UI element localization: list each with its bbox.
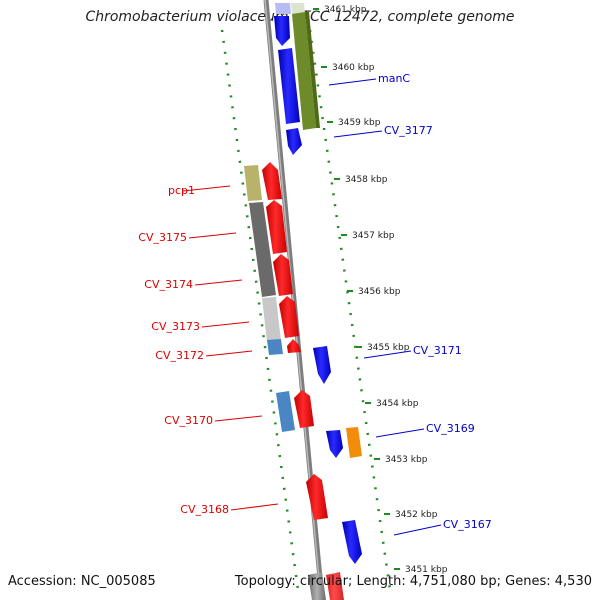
genome-stats-text: Topology: circular; Length: 4,751,080 bp…: [234, 574, 592, 589]
orange-feature: [346, 427, 362, 458]
olive-feature: [292, 12, 316, 130]
gene-cv3174[interactable]: [273, 254, 293, 296]
accession-text: Accession: NC_005085: [8, 574, 156, 589]
tick-label: 3459 kbp: [338, 118, 381, 128]
gene-pcp1[interactable]: [262, 162, 282, 200]
forward-gene-label[interactable]: manC: [378, 72, 410, 85]
gene-labels: manC CV_3177 CV_3171 CV_3169 CV_3167 pcp1 CV_3…: [138, 72, 492, 536]
dark-gray-feature: [249, 202, 276, 297]
leader-line: [188, 232, 237, 239]
gene-cv3170[interactable]: [294, 390, 314, 428]
feature-top-pale: [275, 3, 291, 14]
tick-label: 3460 kbp: [332, 63, 375, 73]
reverse-gene-label[interactable]: CV_3168: [180, 503, 229, 516]
bottom-red-feature: [326, 572, 344, 600]
leader-line: [393, 524, 442, 536]
leader-line: [333, 130, 383, 138]
leader-line: [375, 428, 425, 438]
leader-line: [182, 185, 231, 192]
kbp-ticks: 3461 kbp 3460 kbp 3459 kbp 3458 kbp 3457 kbp…: [313, 5, 448, 575]
tick-label: 3458 kbp: [345, 175, 388, 185]
reverse-gene-label[interactable]: CV_3172: [155, 349, 204, 362]
gene-manC[interactable]: [278, 48, 300, 124]
tick-label: 3455 kbp: [367, 343, 410, 353]
reverse-gene-label[interactable]: pcp1: [168, 184, 195, 197]
leader-line: [230, 503, 279, 511]
olive-feature-shade: [305, 12, 320, 128]
gene-cv3172[interactable]: [287, 339, 301, 353]
gene-cv3168[interactable]: [306, 474, 328, 520]
tick-label: 3452 kbp: [395, 510, 438, 520]
khaki-feature: [244, 165, 262, 201]
leader-line: [214, 415, 263, 422]
tick-label: 3456 kbp: [358, 287, 401, 297]
reverse-gene-label[interactable]: CV_3170: [164, 414, 213, 427]
feature-top-pale-green: [291, 3, 305, 14]
gene-cv3177[interactable]: [286, 128, 302, 155]
leader-line: [205, 350, 253, 357]
forward-gene-label[interactable]: CV_3167: [443, 518, 492, 531]
reverse-gene-label[interactable]: CV_3173: [151, 320, 200, 333]
forward-gene-label[interactable]: CV_3177: [384, 124, 433, 137]
steel-blue-feature: [267, 339, 283, 355]
gene-top-blue[interactable]: [274, 16, 290, 46]
tick-label: 3453 kbp: [385, 455, 428, 465]
leader-line: [328, 78, 377, 86]
steel-blue-feature-2: [276, 391, 295, 432]
leader-line: [201, 321, 250, 328]
gene-cv3169[interactable]: [326, 430, 343, 458]
reverse-gene-label[interactable]: CV_3175: [138, 231, 187, 244]
tick-label: 3451 kbp: [405, 565, 448, 575]
tick-label: 3454 kbp: [376, 399, 419, 409]
leader-line: [363, 350, 412, 359]
forward-gene-label[interactable]: CV_3171: [413, 344, 462, 357]
bottom-gray-feature: [308, 572, 326, 600]
gene-cv3173[interactable]: [279, 296, 299, 338]
gene-cv3175[interactable]: [266, 200, 287, 254]
tick-label: 3461 kbp: [324, 5, 367, 15]
gene-cv3171[interactable]: [313, 346, 331, 384]
leader-line: [194, 279, 243, 286]
tick-label: 3457 kbp: [352, 231, 395, 241]
reverse-gene-label[interactable]: CV_3174: [144, 278, 193, 291]
light-gray-feature: [262, 297, 281, 342]
gene-cv3167[interactable]: [342, 520, 362, 564]
forward-gene-label[interactable]: CV_3169: [426, 422, 475, 435]
